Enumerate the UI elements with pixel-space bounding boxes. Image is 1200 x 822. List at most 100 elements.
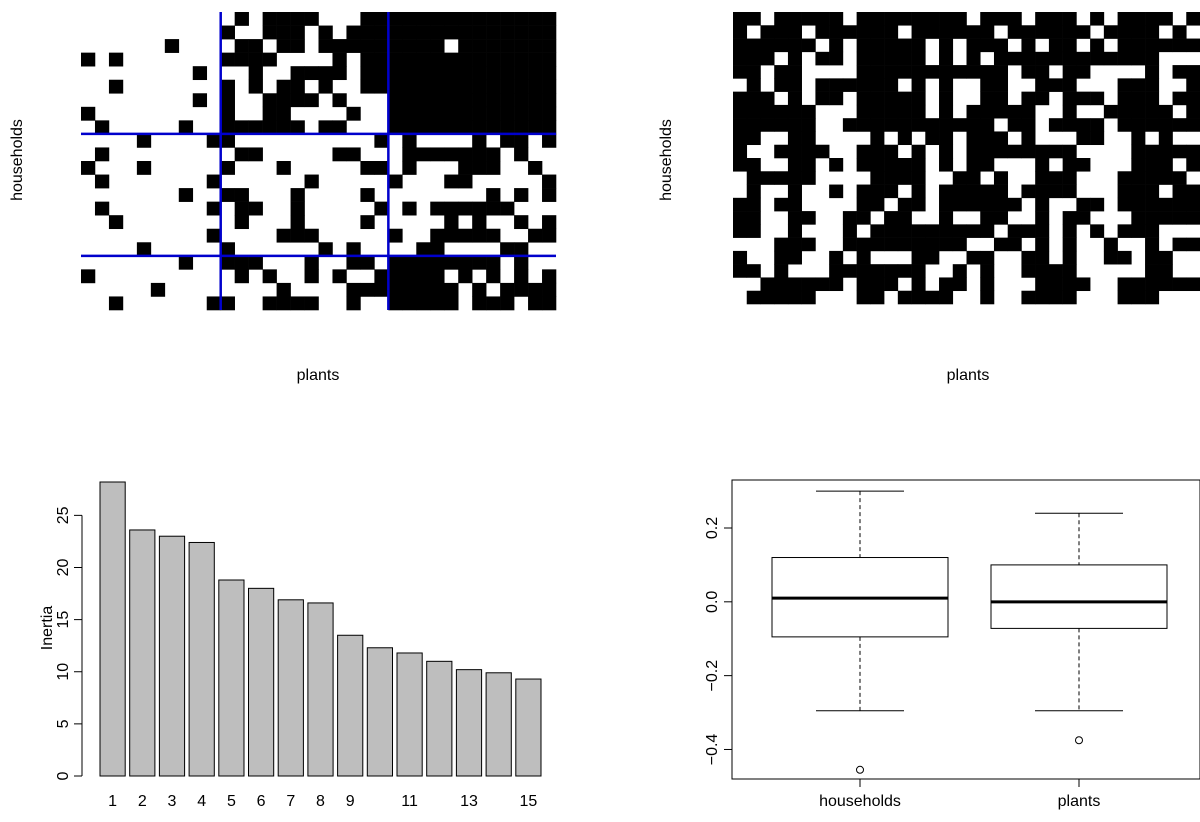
matrix-cell — [774, 25, 789, 39]
matrix-cell — [1186, 144, 1200, 159]
matrix-cell — [304, 12, 319, 26]
matrix-cell — [374, 161, 389, 175]
matrix-cell — [911, 65, 926, 79]
matrix-cell — [234, 201, 249, 216]
matrix-cell — [472, 79, 487, 94]
matrix-cell — [1048, 38, 1063, 53]
matrix-cell — [332, 147, 347, 162]
matrix-cell — [430, 242, 445, 257]
bar — [188, 541, 215, 777]
matrix-cell — [884, 104, 899, 119]
matrix-cell — [1186, 118, 1200, 132]
matrix-cell — [332, 66, 347, 81]
matrix-cell — [360, 25, 375, 40]
matrix-cell — [514, 12, 529, 26]
matrix-cell — [1035, 65, 1050, 79]
matrix-cell — [486, 79, 501, 94]
matrix-cell — [993, 184, 1009, 199]
inertia-bar-chart: 0 5 10 15 20 25 1 2 3 4 5 6 7 8 9 11 13 15 Inertia — [39, 481, 542, 810]
matrix-cell — [542, 25, 557, 40]
matrix-cell — [458, 255, 473, 270]
matrix-cell — [829, 38, 844, 53]
matrix-cell — [444, 174, 459, 189]
matrix-cell — [486, 255, 501, 270]
matrix-cell — [939, 184, 954, 199]
bar — [99, 481, 126, 777]
bar — [485, 672, 512, 777]
x-tick-label: 7 — [286, 793, 295, 810]
reordered-matrix-panel: plants households — [9, 12, 557, 384]
matrix-cell — [829, 91, 844, 106]
matrix-cell — [1117, 78, 1132, 92]
matrix-cell — [884, 211, 899, 225]
matrix-cell — [542, 79, 557, 94]
matrix-cell — [1117, 171, 1132, 185]
matrix-cell — [856, 197, 871, 212]
matrix-cell — [346, 282, 361, 297]
matrix-cell — [1103, 51, 1118, 66]
matrix-cell — [542, 106, 557, 121]
matrix-cell — [884, 277, 899, 292]
y-axis-label: households — [658, 119, 675, 201]
matrix-cell — [980, 12, 995, 26]
matrix-cell — [1145, 51, 1160, 66]
matrix-cell — [746, 78, 761, 92]
matrix-cell — [966, 158, 981, 172]
matrix-cell — [829, 25, 844, 39]
matrix-cell — [1131, 38, 1146, 53]
matrix-cell — [911, 12, 926, 26]
matrix-cell — [444, 66, 459, 81]
matrix-cell — [939, 290, 954, 305]
matrix-cell — [1117, 197, 1132, 212]
matrix-cell — [304, 66, 319, 81]
matrix-cell — [290, 120, 305, 135]
matrix-cell — [416, 269, 431, 284]
matrix-cell — [870, 25, 885, 39]
matrix-cell — [136, 161, 152, 175]
matrix-cell — [952, 277, 967, 292]
matrix-cell — [500, 133, 515, 148]
matrix-cell — [430, 228, 445, 243]
matrix-cell — [966, 131, 981, 146]
matrix-cell — [884, 12, 899, 26]
plot-frame — [731, 479, 1200, 780]
matrix-cell — [829, 12, 844, 26]
matrix-cell — [1076, 131, 1091, 146]
x-tick-label: 5 — [227, 793, 236, 810]
matrix-cell — [1145, 158, 1160, 172]
matrix-cell — [897, 197, 912, 212]
matrix-cell — [842, 25, 857, 39]
matrix-cell — [542, 39, 557, 53]
matrix-cell — [1048, 144, 1063, 159]
matrix-cell — [528, 79, 543, 94]
matrix-cell — [500, 12, 515, 26]
matrix-cell — [388, 282, 403, 297]
matrix-cell — [939, 38, 954, 53]
matrix-cell — [318, 66, 333, 81]
matrix-cell — [416, 147, 431, 162]
matrix-cell — [733, 104, 748, 119]
matrix-cell — [733, 264, 748, 278]
matrix-cell — [416, 25, 431, 40]
matrix-cell — [952, 264, 967, 278]
matrix-cell — [966, 171, 981, 185]
matrix-cell — [402, 133, 417, 148]
matrix-cell — [458, 228, 473, 243]
matrix-cell — [276, 25, 291, 40]
matrix-cell — [1172, 197, 1187, 212]
matrix-cell — [402, 106, 417, 121]
matrix-cell — [402, 161, 417, 175]
matrix-cell — [787, 237, 802, 252]
raw-matrix-panel: plants households — [658, 12, 1200, 384]
matrix-cell — [346, 255, 361, 270]
matrix-cell — [1035, 158, 1050, 172]
matrix-cell — [192, 66, 208, 81]
matrix-cell — [980, 264, 995, 278]
matrix-cell — [1131, 104, 1146, 119]
matrix-cell — [856, 25, 871, 39]
matrix-cell — [388, 106, 403, 121]
matrix-cell — [966, 65, 981, 79]
matrix-cell — [1048, 12, 1063, 26]
matrix-cell — [1090, 131, 1105, 146]
